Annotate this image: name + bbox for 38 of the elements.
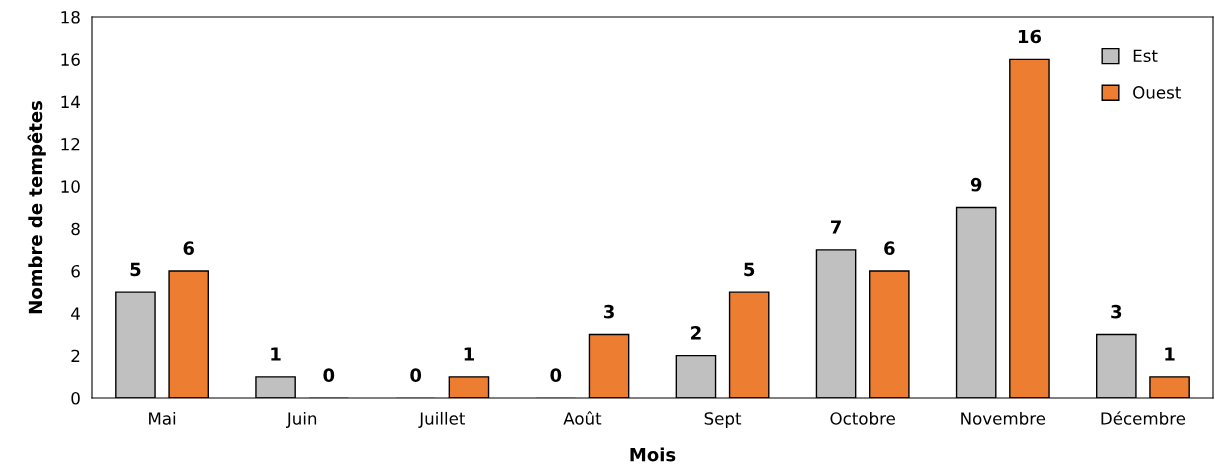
data-label: 9: [970, 177, 982, 192]
x-tick-label: Sept: [704, 412, 742, 429]
data-label: 3: [603, 304, 614, 319]
legend-label: Est: [1133, 49, 1158, 63]
data-label: 7: [830, 220, 841, 234]
y-tick-label: 2: [71, 349, 80, 362]
data-label: 1: [1165, 347, 1175, 361]
y-axis-title: Nombre de tempêtes: [27, 101, 46, 314]
x-tick-label: Août: [563, 411, 602, 425]
x-tick-label: Mai: [149, 411, 176, 425]
legend-label: Ouest: [1133, 86, 1181, 99]
data-label: 3: [1111, 304, 1122, 319]
x-tick-label: Novembre: [961, 411, 1046, 425]
data-label: 16: [1018, 29, 1042, 44]
x-tick-label: Juillet: [418, 411, 465, 428]
y-tick-label: 0: [71, 391, 80, 405]
y-tick-label: 10: [61, 180, 80, 193]
data-label: 6: [884, 241, 895, 255]
data-label: 0: [410, 368, 422, 382]
data-label: 2: [691, 326, 701, 340]
x-axis-title: Mois: [630, 447, 676, 462]
y-tick-label: 4: [71, 307, 80, 320]
x-tick-label: Décembre: [1101, 411, 1186, 425]
x-tick-label: Octobre: [830, 411, 895, 425]
data-label: 0: [323, 368, 335, 382]
y-tick-label: 8: [71, 222, 80, 236]
x-tick-label: Juin: [285, 411, 317, 428]
y-tick-label: 14: [61, 95, 80, 108]
data-label: 1: [271, 347, 281, 361]
y-tick-label: 18: [61, 10, 80, 24]
y-tick-label: 16: [61, 53, 80, 66]
data-label: 5: [744, 262, 755, 277]
data-label: 5: [130, 262, 141, 277]
data-label: 6: [183, 241, 194, 255]
data-label: 0: [550, 368, 562, 382]
y-tick-label: 6: [71, 264, 80, 278]
y-tick-label: 12: [61, 137, 80, 151]
data-label: 1: [464, 347, 474, 361]
